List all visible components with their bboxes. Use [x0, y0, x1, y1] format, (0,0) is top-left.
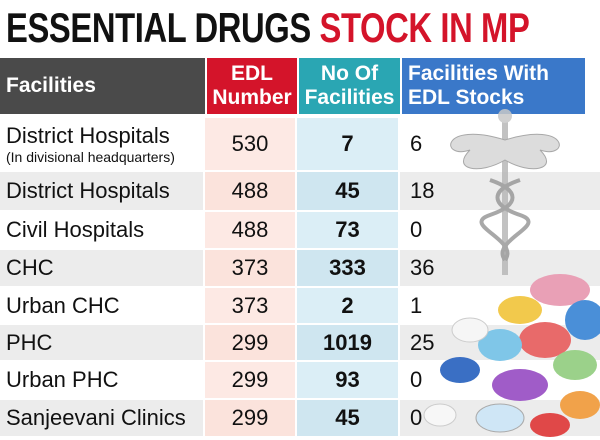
edl-number: 373	[205, 288, 295, 323]
facility-count: 45	[297, 400, 398, 436]
facility-count: 7	[297, 118, 398, 170]
stock-count: 6	[410, 131, 423, 156]
edl-number: 530	[205, 118, 295, 170]
facility-name: Sanjeevani Clinics	[6, 405, 186, 430]
column-header: EDL Number	[207, 58, 297, 114]
facility-count: 333	[297, 250, 398, 286]
facility-count: 73	[297, 212, 398, 248]
facility-count: 2	[297, 288, 398, 323]
facility-cell: PHC	[0, 325, 203, 360]
title-part: ESSENTIAL DRUGS	[6, 4, 311, 51]
facility-note: (In divisional headquarters)	[6, 149, 175, 165]
facility-name: District Hospitals	[6, 178, 170, 203]
title: ESSENTIAL DRUGS STOCK IN MP	[6, 4, 530, 52]
facility-cell: CHC	[0, 250, 203, 286]
facility-name: District Hospitals	[6, 123, 170, 148]
facility-cell: Civil Hospitals	[0, 212, 203, 248]
facility-cell: District Hospitals	[0, 172, 203, 210]
edl-number: 488	[205, 212, 295, 248]
facility-cell: Sanjeevani Clinics	[0, 400, 203, 436]
facility-count: 93	[297, 362, 398, 398]
facility-count: 45	[297, 172, 398, 210]
facility-count: 1019	[297, 325, 398, 360]
stock-count: 0	[410, 405, 423, 430]
column-header: Facilities With EDL Stocks	[402, 58, 585, 114]
edl-number: 299	[205, 362, 295, 398]
column-header: Facilities	[0, 58, 205, 114]
edl-number: 488	[205, 172, 295, 210]
stock-count: 36	[410, 255, 435, 280]
facility-name: Urban CHC	[6, 292, 120, 318]
facility-name: Urban PHC	[6, 367, 119, 392]
facility-name: CHC	[6, 255, 54, 280]
stock-count: 25	[410, 329, 435, 355]
facility-cell: Urban CHC	[0, 288, 203, 323]
edl-number: 373	[205, 250, 295, 286]
facility-name: Civil Hospitals	[6, 217, 145, 242]
stock-count: 18	[410, 178, 435, 203]
facility-cell: District Hospitals (In divisional headqua…	[0, 118, 203, 170]
stock-count: 0	[410, 217, 423, 242]
title-part: STOCK IN MP	[319, 4, 530, 51]
stock-count: 1	[410, 292, 423, 318]
facility-cell: Urban PHC	[0, 362, 203, 398]
edl-number: 299	[205, 325, 295, 360]
stock-count: 0	[410, 367, 423, 392]
facility-name: PHC	[6, 329, 53, 355]
column-header: No Of Facilities	[299, 58, 400, 114]
edl-number: 299	[205, 400, 295, 436]
